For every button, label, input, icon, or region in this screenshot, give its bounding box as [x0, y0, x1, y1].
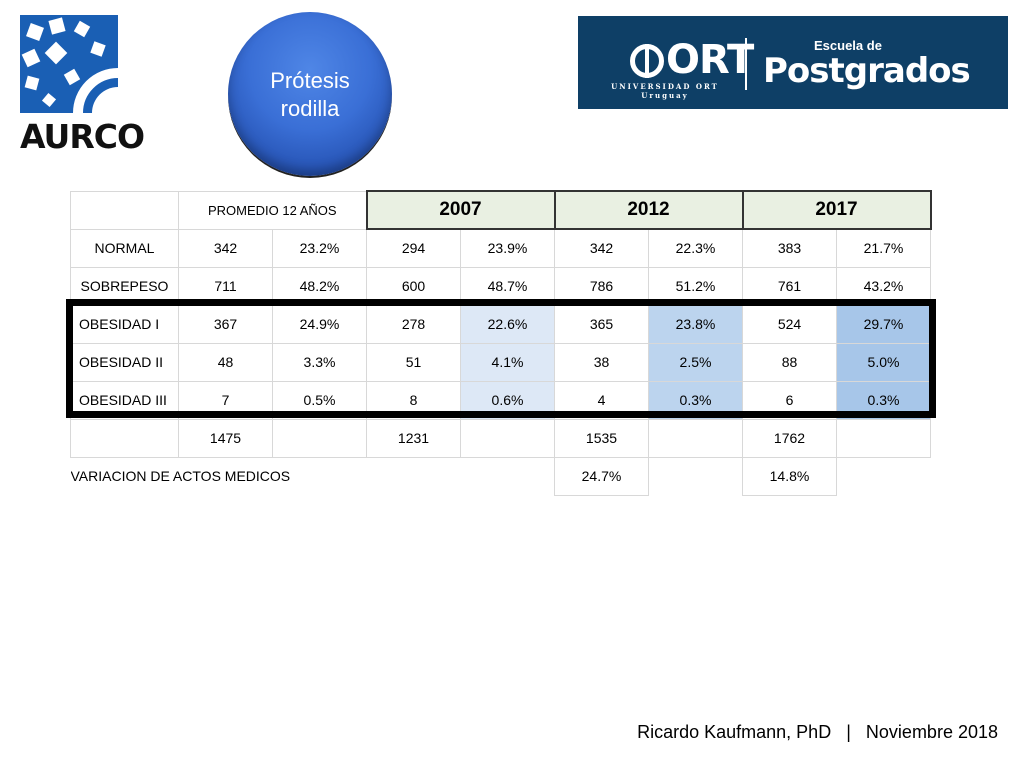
table-cell-highlight: 23.8%	[648, 304, 743, 344]
empty-cell	[460, 418, 555, 458]
table-cell-highlight: 5.0%	[836, 342, 931, 382]
variation-row: VARIACION DE ACTOS MEDICOS 24.7% 14.8%	[70, 456, 931, 496]
ort-postgrados-logo: ORT UNIVERSIDAD ORT Uruguay Escuela de P…	[578, 16, 1008, 109]
table-cell: 278	[366, 304, 461, 344]
variation-2012: 24.7%	[554, 456, 649, 496]
table-cell: 383	[742, 228, 837, 268]
footer-date: Noviembre 2018	[865, 722, 998, 742]
table-cell: 367	[178, 304, 273, 344]
table-cell: 51	[366, 342, 461, 382]
table-cell: 88	[742, 342, 837, 382]
footer: Ricardo Kaufmann, PhD | Noviembre 2018	[637, 722, 998, 743]
row-label: SOBREPESO	[70, 266, 179, 306]
postgrados-text: Postgrados	[763, 51, 971, 91]
aurco-logo: AURCO	[20, 15, 145, 157]
table-cell: 294	[366, 228, 461, 268]
row-label: OBESIDAD I	[70, 304, 179, 344]
table-cell: 21.7%	[836, 228, 931, 268]
table-cell-highlight: 0.3%	[836, 380, 931, 420]
table-cell: 365	[554, 304, 649, 344]
empty-cell	[836, 418, 931, 458]
aurco-gear-icon	[20, 15, 118, 113]
bmi-table: PROMEDIO 12 AÑOS 2007 2012 2017 NORMAL 3…	[70, 190, 932, 496]
table-cell-highlight: 29.7%	[836, 304, 931, 344]
title-line-1: Prótesis	[270, 68, 350, 93]
table-cell-highlight: 4.1%	[460, 342, 555, 382]
row-label: OBESIDAD II	[70, 342, 179, 382]
footer-author: Ricardo Kaufmann, PhD	[637, 722, 832, 742]
table-cell: 38	[554, 342, 649, 382]
table-cell: 342	[554, 228, 649, 268]
table-cell-highlight: 0.3%	[648, 380, 743, 420]
footer-separator: |	[846, 722, 851, 742]
total-cell: 1475	[178, 418, 273, 458]
header-2017: 2017	[741, 190, 932, 230]
table-cell: 43.2%	[836, 266, 931, 306]
table-cell: 48.7%	[460, 266, 555, 306]
table-cell: 8	[366, 380, 461, 420]
empty-cell	[837, 457, 931, 495]
header-empty-cell	[70, 190, 179, 230]
table-cell: 23.9%	[460, 228, 555, 268]
totals-empty-cell	[70, 418, 179, 458]
table-cell: 6	[742, 380, 837, 420]
table-cell: 600	[366, 266, 461, 306]
table-cell-highlight: 2.5%	[648, 342, 743, 382]
table-row: OBESIDAD II 48 3.3% 51 4.1% 38 2.5% 88 5…	[70, 342, 931, 382]
ort-country-text: Uruguay	[641, 91, 689, 100]
table-cell: 342	[178, 228, 273, 268]
table-cell: 786	[554, 266, 649, 306]
totals-row: 1475 1231 1535 1762	[70, 418, 931, 458]
logo-divider	[745, 38, 747, 90]
empty-cell	[272, 418, 367, 458]
aurco-wordmark: AURCO	[20, 117, 145, 156]
table-cell: 51.2%	[648, 266, 743, 306]
variation-label: VARIACION DE ACTOS MEDICOS	[70, 468, 291, 485]
table-cell: 524	[742, 304, 837, 344]
variation-2017: 14.8%	[742, 456, 837, 496]
row-label: OBESIDAD III	[70, 380, 179, 420]
table-cell: 0.5%	[272, 380, 367, 420]
globe-icon	[630, 44, 664, 78]
header-row: PROMEDIO 12 AÑOS 2007 2012 2017	[70, 190, 932, 230]
empty-cell	[648, 418, 743, 458]
table-cell: 48	[178, 342, 273, 382]
total-cell: 1535	[554, 418, 649, 458]
table-cell: 23.2%	[272, 228, 367, 268]
title-circle: Prótesis rodilla	[228, 12, 392, 176]
table-cell: 48.2%	[272, 266, 367, 306]
table-cell: 761	[742, 266, 837, 306]
table-cell-highlight: 0.6%	[460, 380, 555, 420]
empty-cell	[649, 457, 743, 495]
table-cell: 4	[554, 380, 649, 420]
header-2007: 2007	[365, 190, 556, 230]
table-cell-highlight: 22.6%	[460, 304, 555, 344]
table-cell: 22.3%	[648, 228, 743, 268]
table-row: SOBREPESO 711 48.2% 600 48.7% 786 51.2% …	[70, 266, 931, 306]
table-cell: 24.9%	[272, 304, 367, 344]
table-cell: 711	[178, 266, 273, 306]
ort-wordmark: ORT	[666, 37, 754, 83]
table-row: NORMAL 342 23.2% 294 23.9% 342 22.3% 383…	[70, 228, 931, 268]
escuela-text: Escuela de	[814, 38, 882, 53]
table-row: OBESIDAD III 7 0.5% 8 0.6% 4 0.3% 6 0.3%	[70, 380, 931, 420]
header-promedio: PROMEDIO 12 AÑOS	[178, 190, 367, 230]
header-2012: 2012	[553, 190, 744, 230]
table-cell: 7	[178, 380, 273, 420]
slide-title: Prótesis rodilla	[228, 67, 392, 123]
row-label: NORMAL	[70, 228, 179, 268]
total-cell: 1762	[742, 418, 837, 458]
table-row: OBESIDAD I 367 24.9% 278 22.6% 365 23.8%…	[70, 304, 931, 344]
table-cell: 3.3%	[272, 342, 367, 382]
title-line-2: rodilla	[280, 96, 340, 121]
ort-university-text: UNIVERSIDAD ORT	[611, 82, 719, 91]
total-cell: 1231	[366, 418, 461, 458]
